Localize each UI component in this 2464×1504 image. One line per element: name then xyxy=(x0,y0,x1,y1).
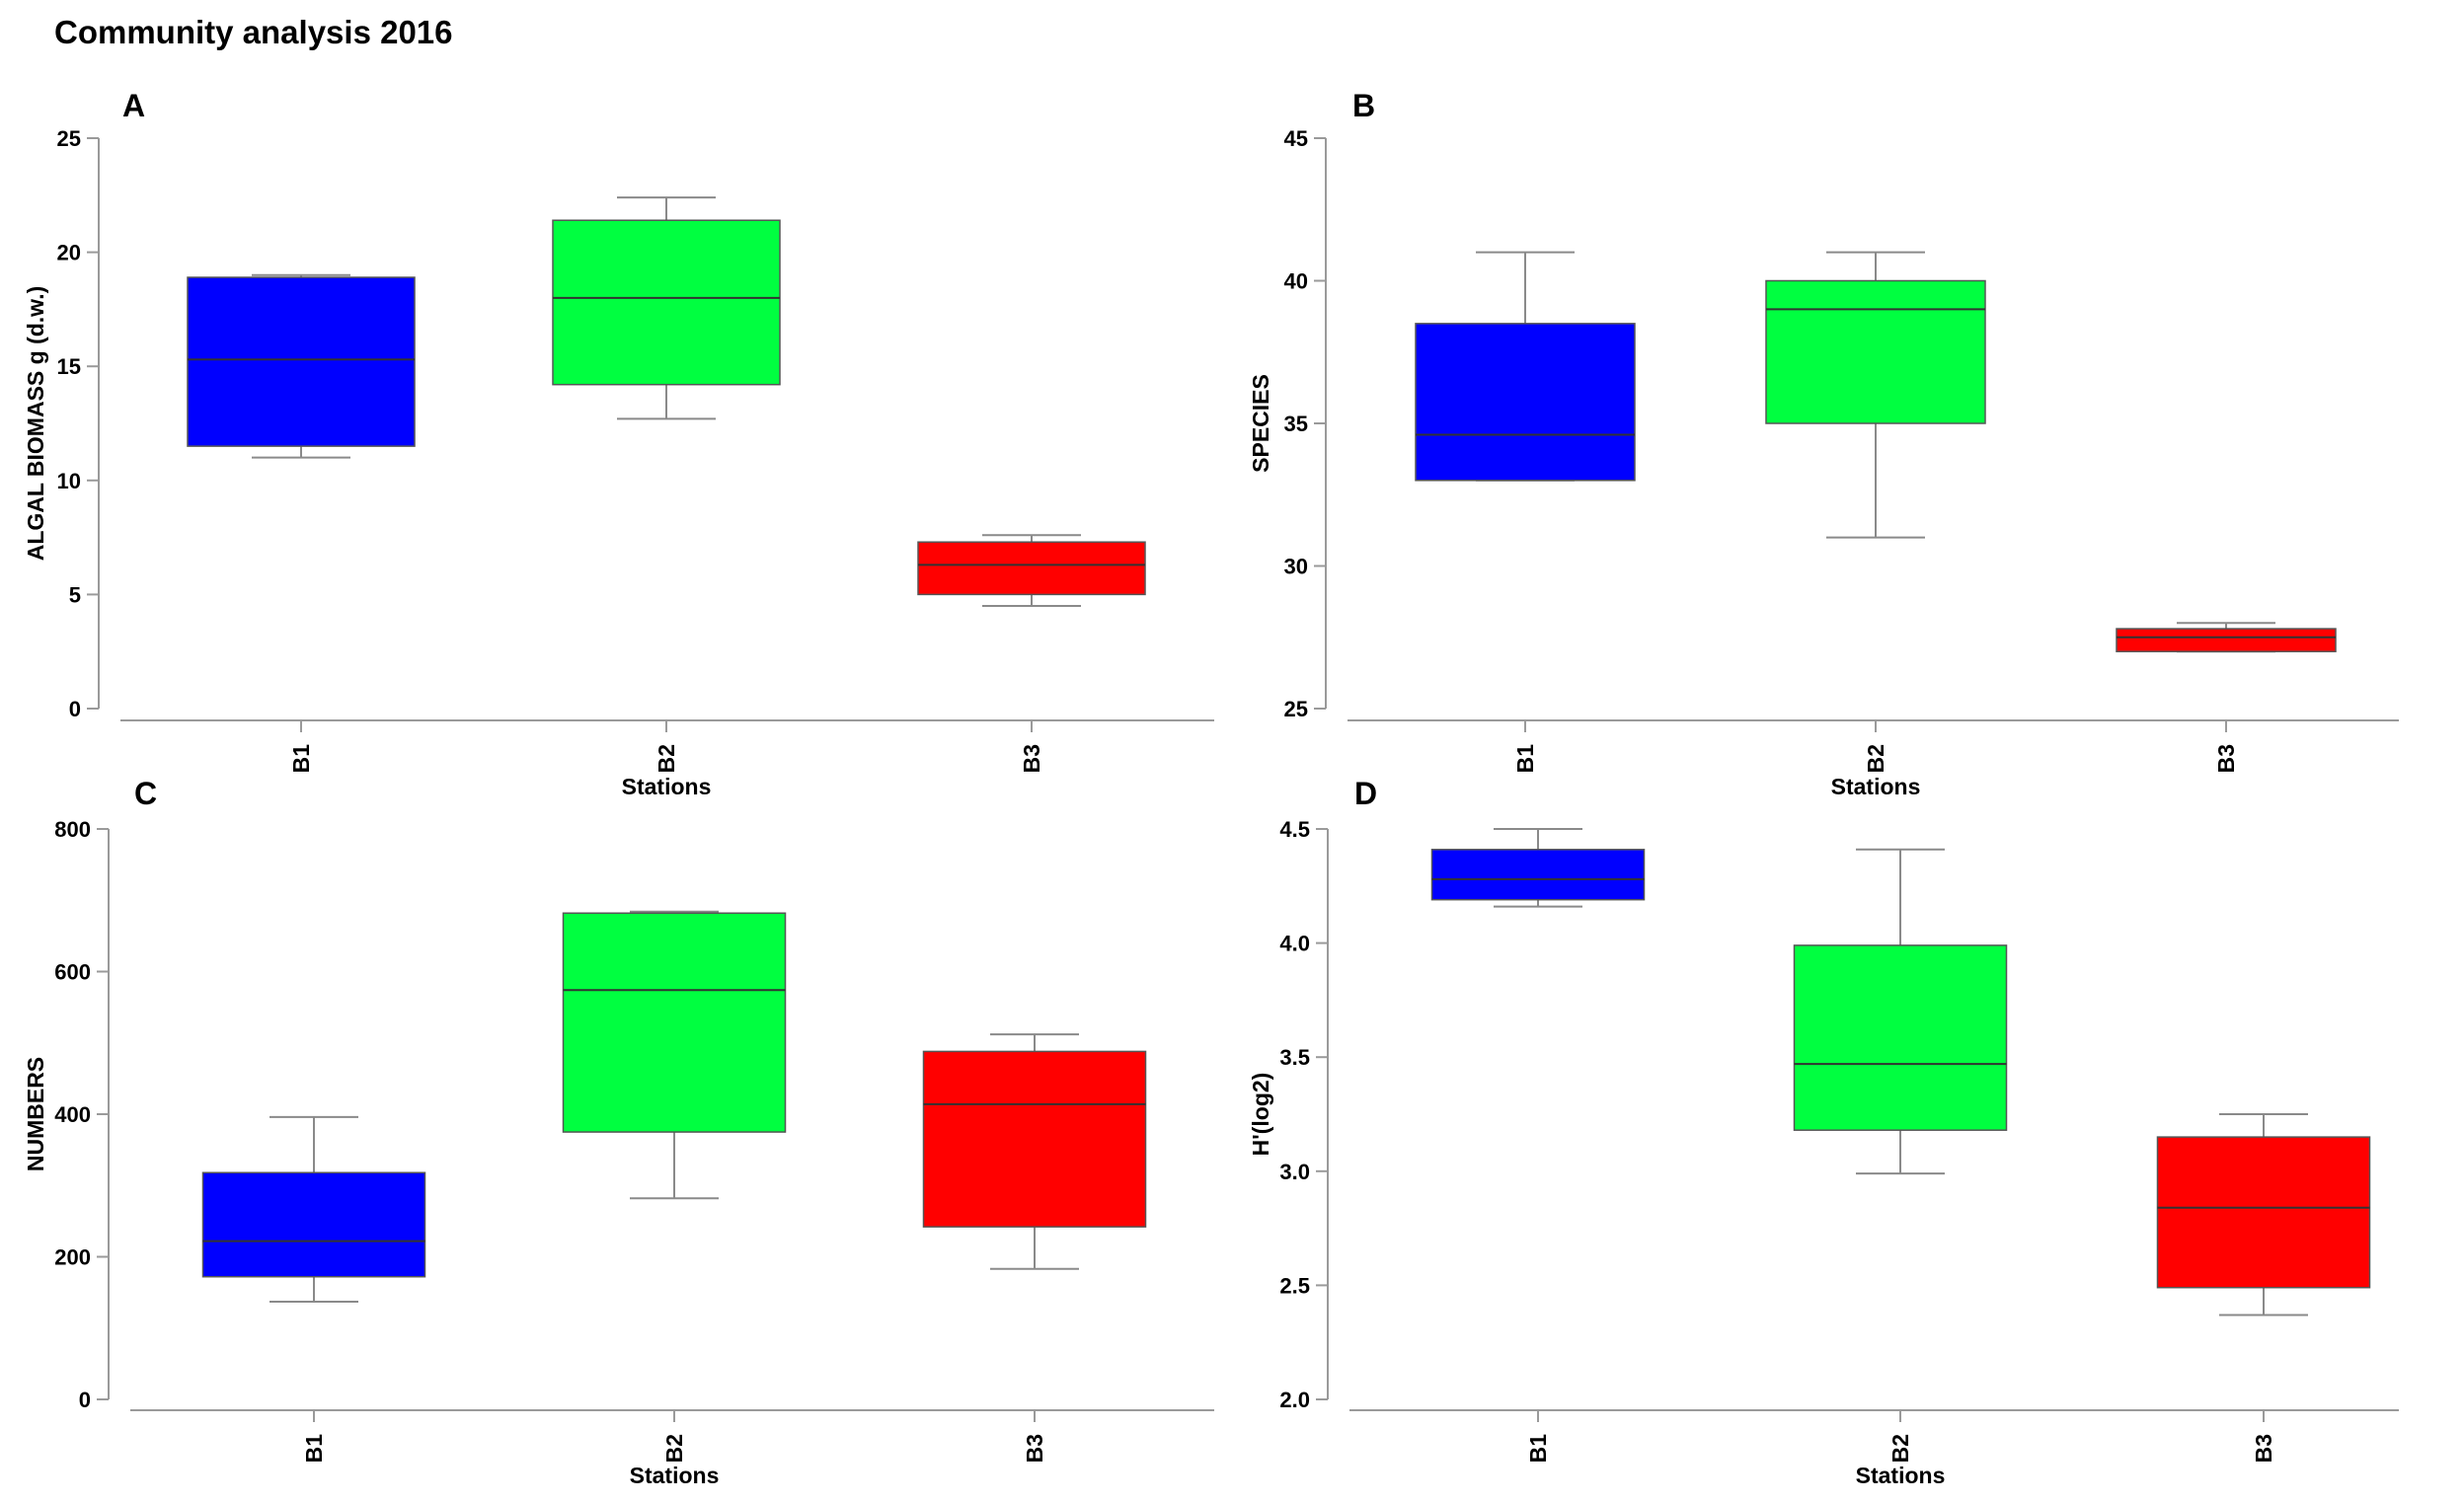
panel-letter: D xyxy=(1354,776,1377,811)
x-category-label: B2 xyxy=(661,1434,687,1463)
iqr-box xyxy=(187,276,416,447)
y-axis-title: H'(log2) xyxy=(1248,1073,1273,1157)
y-tick-label: 200 xyxy=(54,1245,91,1270)
box-b2 xyxy=(562,910,787,1200)
y-tick-label: 25 xyxy=(57,126,81,151)
iqr-box xyxy=(1430,849,1646,901)
y-tick-label: 15 xyxy=(57,354,81,379)
iqr-box xyxy=(562,912,787,1133)
iqr-box xyxy=(201,1171,426,1278)
box-b1 xyxy=(1430,828,1646,908)
panel-a: A 0 5 10 15 20 25 B1 B2 B3 Stations ALGAL BIOMASS g… xyxy=(23,88,1214,799)
y-axis-title: SPECIES xyxy=(1248,374,1273,473)
x-category-label: B3 xyxy=(1022,1434,1047,1463)
x-category-label: B2 xyxy=(1887,1434,1913,1463)
x-category-label: B1 xyxy=(301,1434,327,1464)
y-tick-label: 800 xyxy=(54,817,91,842)
box-b1 xyxy=(201,1115,426,1304)
y-tick-label: 35 xyxy=(1284,412,1308,436)
y-axis-title: NUMBERS xyxy=(23,1057,48,1171)
y-tick-label: 45 xyxy=(1284,126,1308,151)
panel-letter: B xyxy=(1352,88,1375,123)
x-category-label: B1 xyxy=(288,744,314,774)
panel-letter: A xyxy=(122,88,145,123)
box-b3 xyxy=(2116,622,2337,653)
y-tick-label: 2.0 xyxy=(1279,1388,1310,1412)
panel-d: D 2.0 2.5 3.0 3.5 4.0 4.5 B1 B2 B3 Stations H'(log2… xyxy=(1248,776,2399,1488)
y-tick-label: 0 xyxy=(69,697,81,721)
y-tick-label: 30 xyxy=(1284,555,1308,579)
y-tick-label: 4.0 xyxy=(1279,932,1310,956)
figure-title: Community analysis 2016 xyxy=(54,14,453,50)
box-b3 xyxy=(922,1033,1147,1270)
panel-c: C 0 200 400 600 800 B1 B2 B3 Stations NUMBERS xyxy=(23,776,1214,1488)
y-tick-label: 5 xyxy=(69,582,81,607)
iqr-box xyxy=(552,219,781,386)
x-category-label: B3 xyxy=(2213,744,2239,773)
x-axis-title: Stations xyxy=(630,1463,720,1488)
panel-letter: C xyxy=(134,776,157,811)
box-b2 xyxy=(1765,251,1986,539)
iqr-box xyxy=(1415,323,1636,482)
x-category-label: B2 xyxy=(654,744,679,773)
y-tick-label: 3.5 xyxy=(1279,1045,1310,1070)
box-b2 xyxy=(1793,848,2008,1175)
x-category-label: B3 xyxy=(1019,744,1044,773)
y-tick-label: 600 xyxy=(54,960,91,985)
x-axis-title: Stations xyxy=(1856,1463,1946,1488)
x-category-label: B1 xyxy=(1525,1434,1551,1464)
y-tick-label: 400 xyxy=(54,1102,91,1127)
box-b2 xyxy=(552,196,781,420)
panel-b: B 25 30 35 40 45 B1 B2 B3 Stations SPECIES xyxy=(1248,88,2399,799)
iqr-box xyxy=(922,1050,1147,1228)
y-tick-label: 4.5 xyxy=(1279,817,1310,842)
y-tick-label: 10 xyxy=(57,469,81,493)
x-axis-title: Stations xyxy=(622,774,712,799)
iqr-box xyxy=(917,541,1146,596)
y-tick-label: 3.0 xyxy=(1279,1160,1310,1184)
box-b1 xyxy=(1415,251,1636,482)
iqr-box xyxy=(2156,1136,2371,1289)
y-tick-label: 0 xyxy=(79,1388,91,1412)
box-b3 xyxy=(2156,1113,2371,1316)
iqr-box xyxy=(2116,628,2337,652)
x-axis-title: Stations xyxy=(1831,774,1921,799)
y-axis-title: ALGAL BIOMASS g (d.w.) xyxy=(23,286,48,562)
y-tick-label: 20 xyxy=(57,241,81,265)
y-tick-label: 2.5 xyxy=(1279,1273,1310,1298)
box-b1 xyxy=(187,273,416,459)
y-tick-label: 40 xyxy=(1284,269,1308,294)
x-category-label: B2 xyxy=(1863,744,1888,773)
iqr-box xyxy=(1793,944,2008,1131)
x-category-label: B3 xyxy=(2251,1434,2276,1463)
iqr-box xyxy=(1765,279,1986,424)
y-tick-label: 25 xyxy=(1284,697,1308,721)
box-b3 xyxy=(917,534,1146,607)
x-category-label: B1 xyxy=(1512,744,1538,774)
